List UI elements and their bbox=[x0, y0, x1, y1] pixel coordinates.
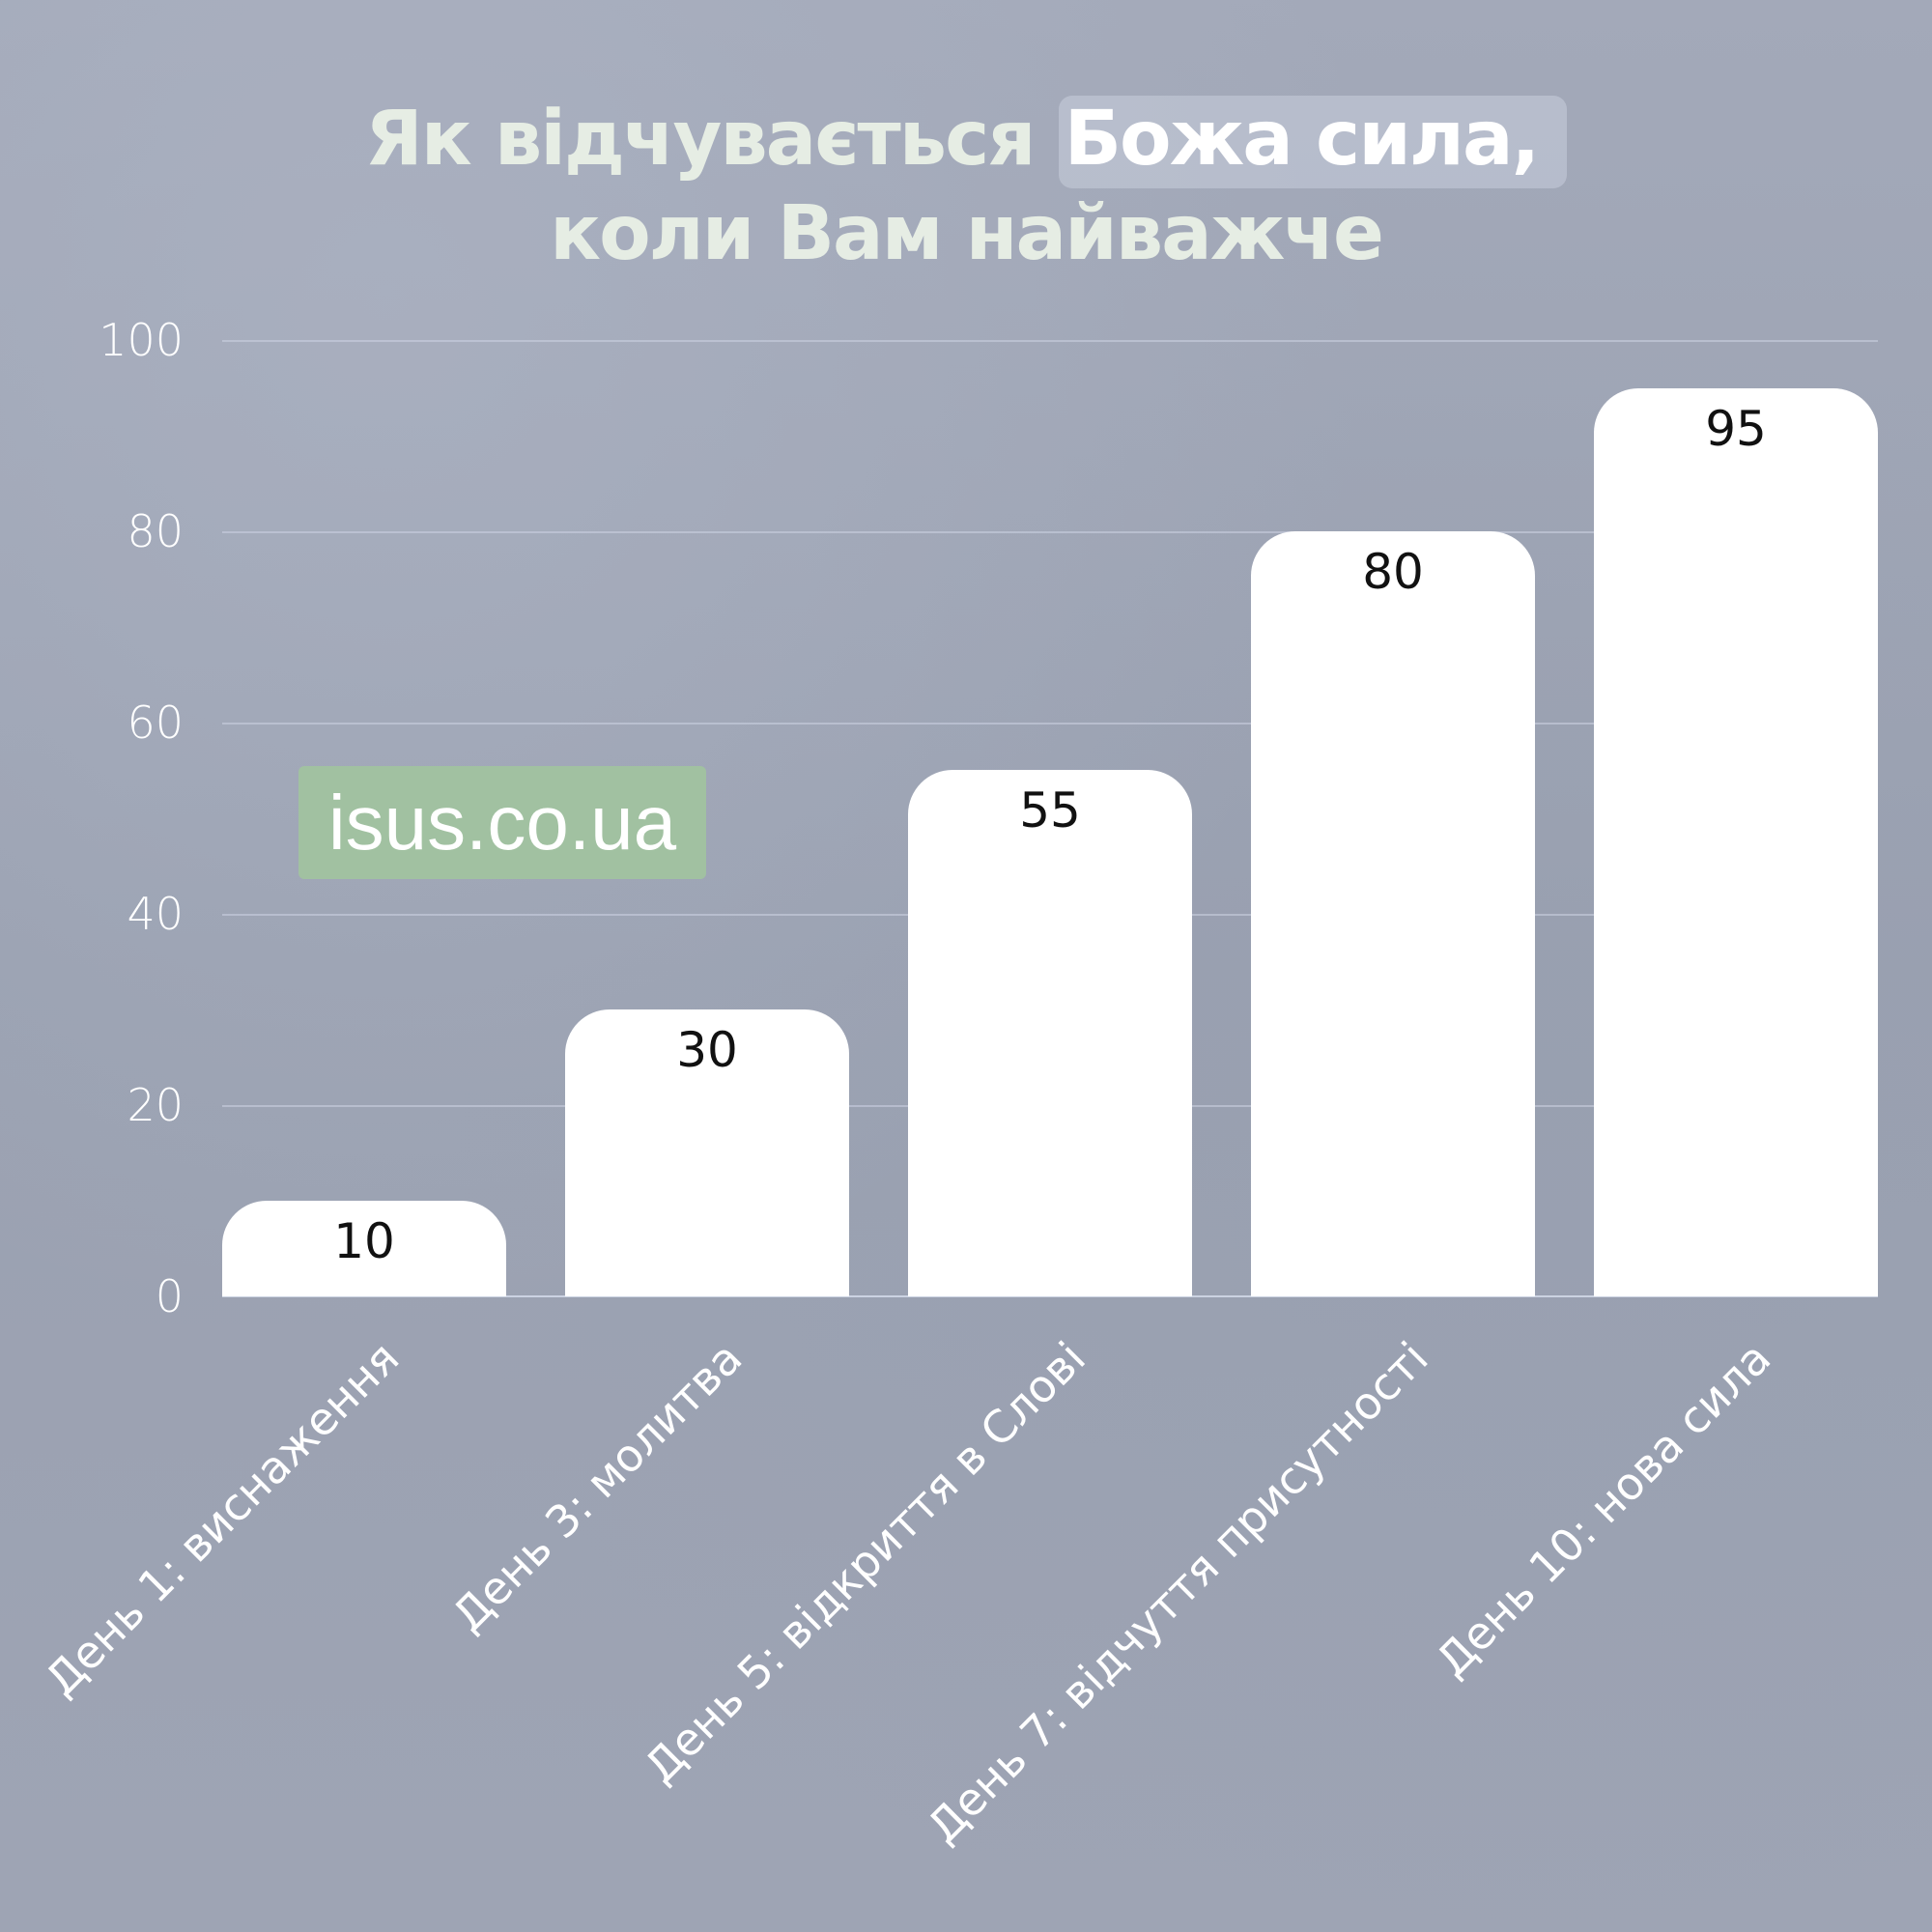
y-tick-20: 20 bbox=[127, 1079, 184, 1131]
title-highlight: Божа сила, bbox=[1058, 96, 1568, 188]
bar-day-7: 80 bbox=[1251, 531, 1535, 1296]
bar-value-label: 80 bbox=[1362, 544, 1424, 600]
chart-title: Як відчувається Божа сила, коли Вам найв… bbox=[0, 92, 1932, 281]
x-label-day-3: День 3: молитва bbox=[441, 1331, 753, 1642]
y-tick-60: 60 bbox=[127, 696, 184, 749]
x-label-day-1: День 1: виснаження bbox=[35, 1331, 410, 1706]
y-tick-40: 40 bbox=[127, 888, 184, 940]
title-prefix: Як відчувається bbox=[364, 96, 1059, 183]
gridline-100 bbox=[222, 340, 1878, 342]
plot-area: 10 30 55 80 95 bbox=[222, 340, 1878, 1297]
y-tick-0: 0 bbox=[155, 1270, 184, 1322]
watermark-badge: isus.co.ua bbox=[298, 766, 706, 879]
bar-day-1: 10 bbox=[222, 1201, 506, 1296]
y-tick-100: 100 bbox=[99, 314, 184, 366]
title-line-1: Як відчувається Божа сила, bbox=[0, 92, 1932, 188]
x-label-day-10: День 10: нова сила bbox=[1426, 1331, 1781, 1688]
bar-day-10: 95 bbox=[1594, 388, 1878, 1296]
bar-value-label: 95 bbox=[1705, 401, 1767, 457]
bar-day-3: 30 bbox=[565, 1009, 849, 1296]
bar-day-5: 55 bbox=[908, 770, 1192, 1296]
watermark-text: isus.co.ua bbox=[327, 780, 677, 866]
gridline-60 bbox=[222, 723, 1878, 724]
y-tick-80: 80 bbox=[127, 505, 184, 557]
bar-value-label: 55 bbox=[1019, 782, 1081, 838]
gridline-80 bbox=[222, 531, 1878, 533]
x-axis-baseline bbox=[222, 1295, 1878, 1297]
bar-value-label: 30 bbox=[676, 1022, 738, 1078]
bar-value-label: 10 bbox=[333, 1213, 395, 1269]
title-line-2: коли Вам найважче bbox=[550, 190, 1384, 277]
